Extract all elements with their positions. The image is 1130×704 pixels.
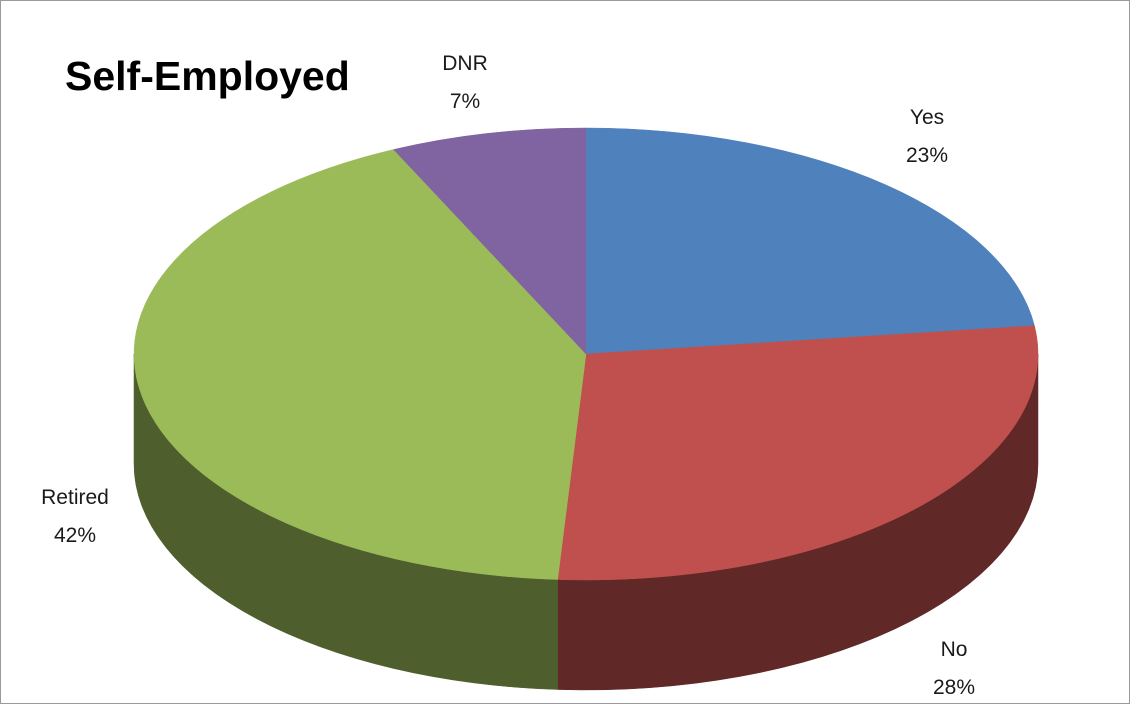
pie-slice-no [557, 325, 1039, 581]
pie-slice-dnr [393, 127, 587, 355]
pie-slice-retired [133, 149, 587, 580]
pie-tops [133, 127, 1039, 581]
data-label-retired-value: 42% [54, 524, 96, 547]
data-label-no-value: 28% [933, 676, 975, 699]
data-label-yes-category: Yes [910, 106, 944, 129]
data-label-yes-value: 23% [906, 144, 948, 167]
pie-labels: Yes 23% No 28% Retired 42% DNR 7% [41, 52, 975, 699]
data-label-dnr-category: DNR [442, 52, 488, 75]
data-label-dnr-value: 7% [450, 90, 480, 113]
pie-slice-yes [585, 127, 1035, 355]
data-label-retired-category: Retired [41, 486, 109, 509]
data-label-no-category: No [941, 638, 968, 661]
chart-title: Self-Employed [65, 53, 350, 99]
